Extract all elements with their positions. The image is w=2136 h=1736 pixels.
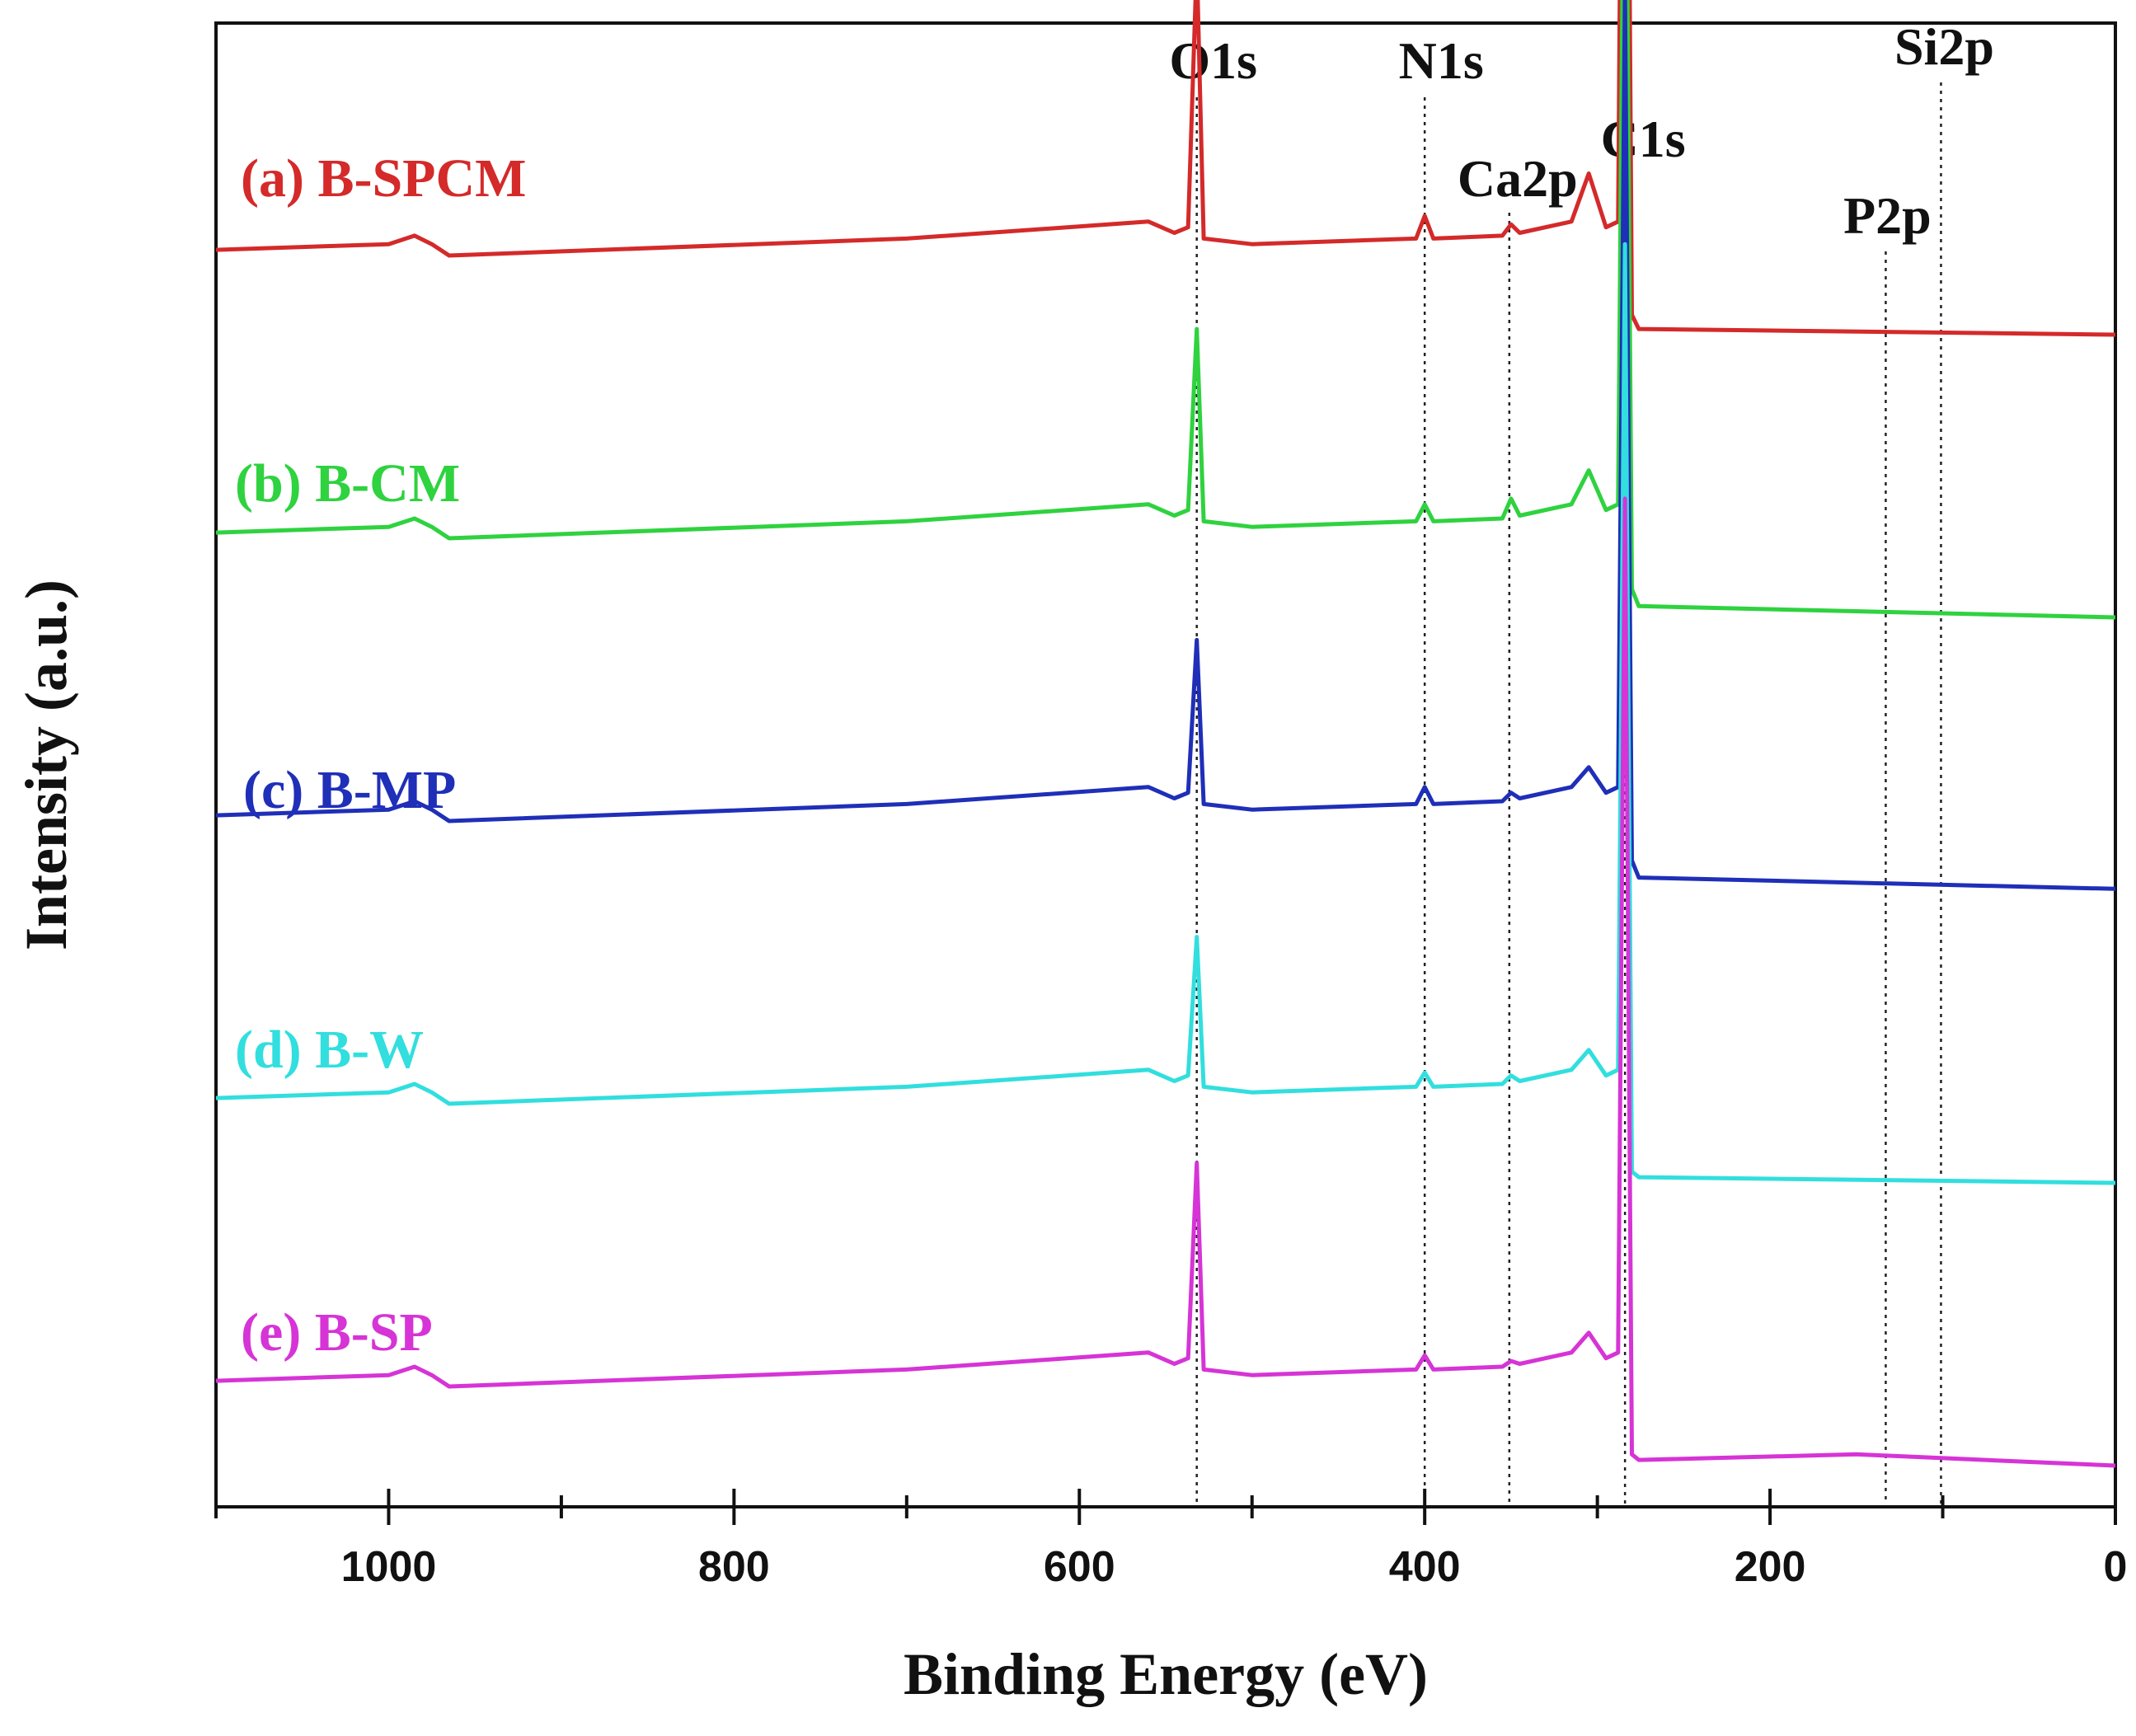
peak-label-ca2p: Ca2p xyxy=(1458,149,1578,208)
peak-label-c1s: C1s xyxy=(1601,110,1686,168)
series-line-1 xyxy=(215,0,2116,337)
x-axis-title: Binding Energy (eV) xyxy=(904,1641,1428,1707)
peak-label-si2p: Si2p xyxy=(1894,17,1994,76)
series-line-5 xyxy=(215,496,2116,1468)
x-axis-ticks: 1000 800 600 400 200 0 xyxy=(214,1489,2128,1591)
x-tick-label: 200 xyxy=(1735,1543,1806,1591)
x-tick-label: 800 xyxy=(698,1543,770,1591)
x-tick-label: 400 xyxy=(1389,1543,1461,1591)
series-line-3 xyxy=(215,0,2116,891)
series-label-4: (d) B-W xyxy=(235,1020,424,1080)
x-tick-label: 600 xyxy=(1044,1543,1115,1591)
peak-label-n1s: N1s xyxy=(1399,31,1484,90)
series-label-5: (e) B-SP xyxy=(241,1302,433,1363)
peak-label-o1s: O1s xyxy=(1169,31,1257,90)
x-tick-label: 0 xyxy=(2104,1543,2128,1591)
plot-frame xyxy=(214,21,2117,1508)
series-label-3: (c) B-MP xyxy=(243,760,456,820)
series-label-1: (a) B-SPCM xyxy=(241,148,526,209)
peak-marker-group: O1s N1s Ca2p C1s P2p Si2p xyxy=(1169,17,1994,1504)
y-axis-title: Intensity (a.u.) xyxy=(13,579,79,950)
series-line-2 xyxy=(215,0,2116,620)
x-tick-label: 1000 xyxy=(341,1543,437,1591)
series-line-4 xyxy=(215,242,2116,1185)
series-group: (a) B-SPCM (b) B-CM (c) B-MP (d) B-W (e) B-S… xyxy=(215,0,2116,1468)
peak-label-p2p: P2p xyxy=(1843,186,1932,245)
series-label-2: (b) B-CM xyxy=(235,453,460,514)
